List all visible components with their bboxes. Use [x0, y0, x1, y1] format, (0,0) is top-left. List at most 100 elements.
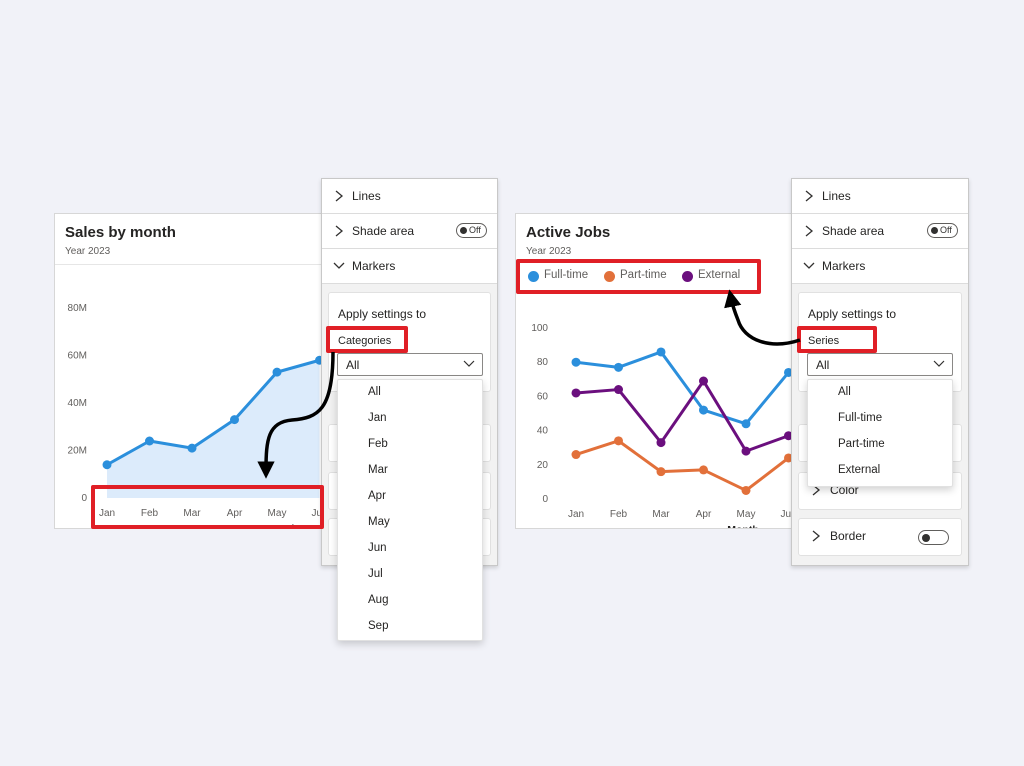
- legend-dot-part-time: [604, 271, 615, 282]
- data-point: [102, 460, 112, 470]
- highlight-box-categories: [326, 326, 408, 353]
- data-point: [571, 388, 581, 398]
- option-apr[interactable]: Apr: [368, 490, 386, 502]
- chevron-right-icon: [805, 225, 814, 237]
- x-tick-label: Mar: [183, 508, 201, 519]
- series-line-external: [575, 379, 790, 453]
- series-select[interactable]: All: [807, 353, 953, 376]
- x-tick-label: May: [268, 508, 287, 519]
- option-mar[interactable]: Mar: [368, 464, 388, 476]
- jobs-chart-card: Active Jobs Year 2023 0 20 40 60 80 100 Jan Feb…: [515, 213, 805, 529]
- y-tick-label: 60: [537, 391, 549, 402]
- apply-settings-box: Apply settings to Series All: [798, 292, 962, 392]
- data-point: [145, 436, 154, 446]
- highlight-box-series: [797, 326, 877, 353]
- lines-section[interactable]: Lines: [792, 179, 968, 214]
- option-aug[interactable]: Aug: [368, 594, 389, 606]
- x-tick-label: Feb: [141, 508, 159, 519]
- border-toggle[interactable]: [918, 530, 949, 545]
- markers-label: Markers: [822, 259, 866, 273]
- data-point: [784, 367, 793, 377]
- apply-settings-label: Series: [808, 335, 840, 347]
- series-line-part-time: [575, 439, 790, 492]
- data-point: [784, 431, 793, 441]
- series-area: [107, 360, 320, 498]
- option-part-time[interactable]: Part-time: [838, 438, 885, 450]
- sales-chart-card: Sales by month Year 2023 0 20M 40M 60M 80M Ja…: [54, 213, 344, 529]
- toggle-knob: [922, 534, 930, 542]
- categories-dropdown-list: All Jan Feb Mar Apr May Jun Jul Aug Sep: [337, 379, 483, 641]
- markers-section[interactable]: Markers: [322, 249, 497, 284]
- data-point: [741, 446, 751, 456]
- option-jul[interactable]: Jul: [368, 568, 383, 580]
- x-tick-label: Mar: [652, 509, 670, 520]
- toggle-state-label: Off: [469, 225, 481, 235]
- legend-label-part-time: Part-time: [620, 269, 667, 281]
- option-full-time[interactable]: Full-time: [838, 412, 883, 424]
- apply-settings-title: Apply settings to: [338, 307, 427, 321]
- option-sep[interactable]: Sep: [368, 620, 389, 632]
- y-tick-label: 40: [537, 426, 549, 437]
- legend-label-external: External: [698, 269, 741, 281]
- sales-chart-subtitle: Year 2023: [65, 246, 111, 257]
- option-external[interactable]: External: [838, 464, 881, 476]
- y-tick-label: 20: [537, 460, 549, 471]
- option-feb[interactable]: Feb: [368, 438, 388, 450]
- left-format-panel: Lines Shade area Off Markers Apply setti…: [321, 178, 498, 566]
- y-tick-label: 80M: [68, 303, 87, 314]
- chevron-right-icon: [335, 190, 344, 202]
- border-section[interactable]: Border: [798, 518, 962, 556]
- lines-label: Lines: [352, 189, 381, 203]
- legend-dot-external: [682, 271, 693, 282]
- card-divider: [55, 264, 343, 265]
- jobs-chart-plot: 0 20 40 60 80 100 Jan Feb Mar Apr May Jun Month: [531, 323, 796, 528]
- option-may[interactable]: May: [368, 516, 390, 528]
- shade-area-toggle[interactable]: Off: [927, 223, 958, 238]
- option-all[interactable]: All: [368, 386, 381, 398]
- data-point: [656, 467, 666, 477]
- y-tick-label: 100: [531, 323, 548, 334]
- data-point: [741, 419, 751, 429]
- apply-settings-box: Apply settings to Categories All: [328, 292, 491, 392]
- data-point: [571, 450, 581, 460]
- option-all[interactable]: All: [838, 386, 851, 398]
- y-tick-label: 20M: [68, 446, 87, 457]
- apply-settings-label: Categories: [338, 335, 392, 347]
- markers-label: Markers: [352, 259, 396, 273]
- x-tick-label: Apr: [227, 508, 243, 519]
- data-point: [741, 485, 751, 495]
- data-point: [614, 385, 623, 395]
- shade-area-label: Shade area: [822, 224, 885, 238]
- series-line-full-time: [575, 350, 790, 426]
- shade-area-section[interactable]: Shade area Off: [322, 214, 497, 249]
- highlight-box-x-axis: [91, 485, 324, 529]
- option-jun[interactable]: Jun: [368, 542, 387, 554]
- markers-section[interactable]: Markers: [792, 249, 968, 284]
- data-point: [656, 347, 666, 357]
- border-label: Border: [830, 529, 867, 543]
- categories-select[interactable]: All: [337, 353, 483, 376]
- data-point: [230, 415, 239, 425]
- x-axis-title: Month: [727, 524, 759, 528]
- data-point: [571, 357, 581, 367]
- shade-area-section[interactable]: Shade area Off: [792, 214, 968, 249]
- legend-dot-full-time: [528, 271, 539, 282]
- data-point: [699, 376, 708, 386]
- data-point: [614, 362, 623, 372]
- y-tick-label: 60M: [68, 351, 87, 362]
- option-jan[interactable]: Jan: [368, 412, 387, 424]
- lines-label: Lines: [822, 189, 851, 203]
- series-dropdown-list: All Full-time Part-time External: [807, 379, 953, 487]
- chevron-down-icon: [333, 262, 345, 269]
- data-point: [272, 367, 282, 377]
- shade-area-label: Shade area: [352, 224, 415, 238]
- toggle-state-label: Off: [940, 225, 952, 235]
- y-tick-label: 40M: [68, 398, 87, 409]
- x-tick-label: Feb: [610, 509, 628, 520]
- lines-section[interactable]: Lines: [322, 179, 497, 214]
- x-tick-label: Jun: [311, 508, 327, 519]
- shade-area-toggle[interactable]: Off: [456, 223, 487, 238]
- x-tick-label: Apr: [696, 509, 712, 520]
- legend-label-full-time: Full-time: [544, 269, 589, 281]
- toggle-knob: [931, 227, 938, 234]
